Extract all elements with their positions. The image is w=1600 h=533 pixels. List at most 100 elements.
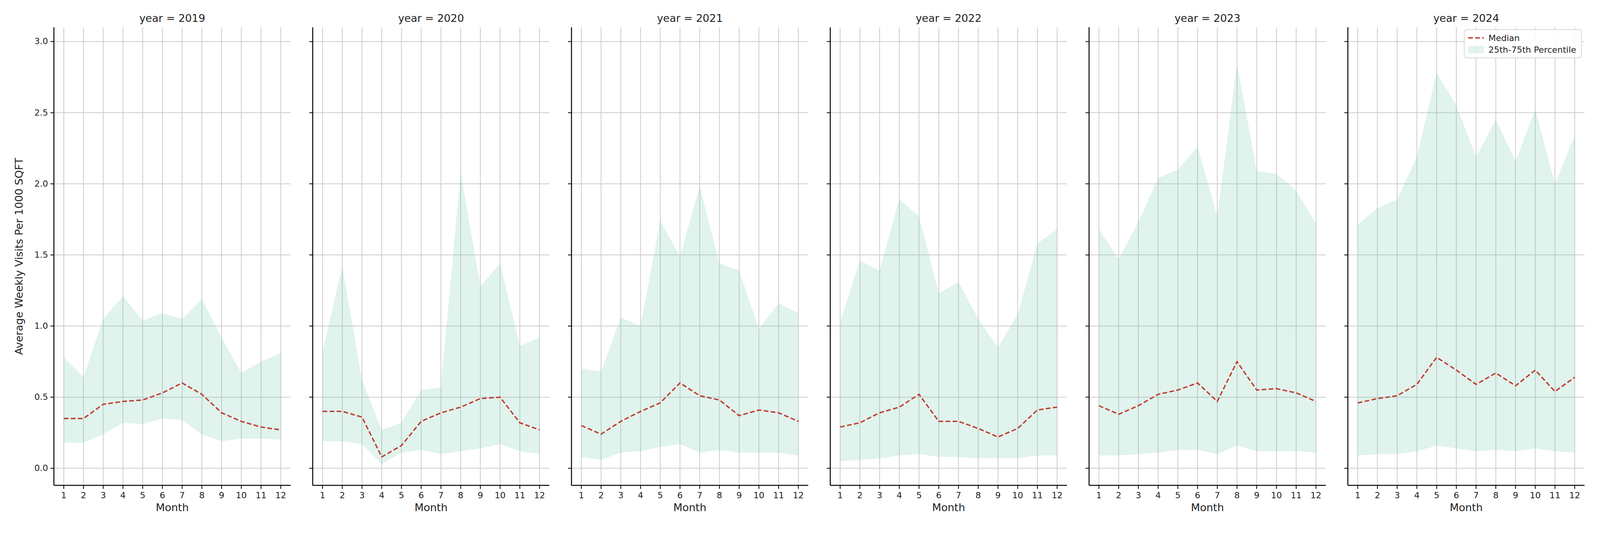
y-tick-label: 0.5 [34,392,49,402]
y-tick-label: 1.0 [34,321,49,331]
y-tick-label: 2.5 [34,107,49,118]
x-tick [1357,485,1359,490]
grid-line [312,41,550,42]
x-axis-label: Month [1449,501,1483,514]
y-tick [309,112,313,114]
y-tick [826,254,831,256]
x-axis-label: Month [414,501,448,514]
y-tick [1085,41,1090,42]
grid-line [1089,41,1326,42]
y-tick [1085,467,1090,469]
x-tick [1315,485,1317,490]
x-tick-label: 1 [578,490,584,501]
x-tick [1137,485,1139,490]
grid-line [571,112,809,114]
grid-line [830,254,1068,256]
x-tick [241,485,242,490]
y-tick [1344,467,1349,469]
plot-area [63,296,281,443]
grid-line [381,27,383,486]
x-tick [1416,485,1418,490]
x-tick [859,485,861,490]
x-tick-label: 5 [916,490,922,501]
x-tick-label: 10 [494,490,506,501]
y-tick [567,254,572,256]
grid-line [53,183,291,185]
x-tick [1037,485,1038,490]
x-tick-label: 4 [378,490,385,501]
x-tick-label: 4 [1414,490,1420,501]
median-line [322,397,540,458]
x-tick [1256,485,1258,490]
y-tick [1085,325,1090,327]
panel: 123456789101112year = 2024MonthMedian25t… [1344,12,1585,514]
y-axis-line [312,27,314,486]
x-tick-label: 12 [533,490,545,501]
y-tick [309,467,313,469]
grid-line [830,183,1068,185]
x-tick [1098,485,1100,490]
band [581,186,799,460]
y-tick [309,41,313,42]
x-tick [1276,485,1277,490]
x-tick-label: 9 [477,490,484,501]
x-tick [63,485,65,490]
x-tick-label: 6 [159,490,166,501]
x-tick [1515,485,1517,490]
x-tick [997,485,999,490]
y-axis-line [829,27,831,486]
y-tick [309,183,313,185]
x-axis-line [53,485,291,487]
x-tick-label: 5 [1433,490,1440,501]
y-tick [50,112,54,114]
median-line [63,383,281,431]
x-tick-label: 6 [1194,490,1201,501]
x-tick-label: 6 [935,490,942,501]
panel-title: year = 2023 [1174,12,1241,25]
x-tick [620,485,622,490]
x-tick [640,485,642,490]
x-tick [600,485,602,490]
grid-line [1089,112,1326,114]
x-tick [679,485,681,490]
x-tick-label: 11 [1290,490,1302,501]
x-tick-label: 9 [218,490,225,501]
x-tick [1118,485,1120,490]
x-tick [1236,485,1238,490]
y-tick [826,396,831,398]
y-tick [567,396,572,398]
x-tick-label: 12 [792,490,804,501]
x-tick-label: 1 [837,490,843,501]
y-tick [826,41,831,42]
y-tick [50,254,54,256]
x-tick-label: 3 [359,490,365,501]
x-tick [977,485,979,490]
grid-line [53,112,291,114]
x-tick [879,485,881,490]
y-tick [50,325,54,327]
y-tick [50,396,54,398]
x-tick-label: 8 [1492,490,1499,501]
x-tick-label: 5 [1175,490,1181,501]
y-tick [1085,396,1090,398]
x-tick [798,485,799,490]
x-tick [1475,485,1477,490]
x-tick [381,485,383,490]
x-tick-label: 2 [598,490,604,501]
x-tick-label: 7 [438,490,444,501]
x-tick-label: 10 [1012,490,1024,501]
x-tick [1017,485,1018,490]
y-tick [826,112,831,114]
x-tick-label: 8 [457,490,464,501]
y-tick [1344,396,1349,398]
panel: 0.00.51.01.52.02.53.0123456789101112year… [12,12,291,514]
grid-line [312,183,550,185]
x-tick [839,485,841,490]
y-tick [567,325,572,327]
legend-label: 25th-75th Percentile [1488,44,1577,55]
x-axis-label: Month [932,501,966,514]
x-tick [122,485,124,490]
x-axis-line [830,485,1068,487]
grid-line [401,27,402,486]
plot-area [840,199,1058,462]
